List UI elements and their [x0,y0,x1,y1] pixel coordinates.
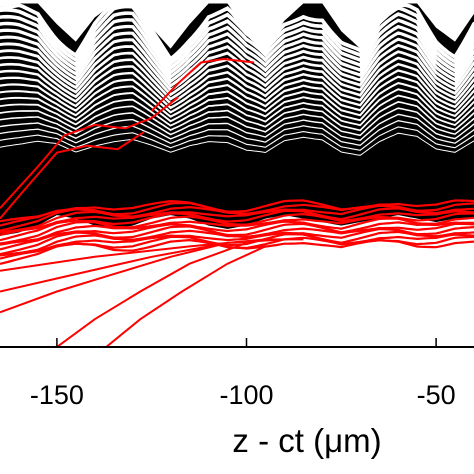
white-separator-line [0,18,474,75]
red-trajectory-diverging [0,241,228,314]
red-trajectory [0,202,474,227]
red-trajectory [0,207,474,234]
white-separator-line [0,113,474,142]
red-trajectory [0,199,474,223]
white-separator-line [0,69,474,110]
white-separator-line [0,120,474,146]
x-axis-title: z - ct (μm) [232,422,381,459]
red-trajectory [0,235,474,260]
black-trajectory-band [0,3,474,236]
red-trajectory [0,212,474,236]
white-separator-line [0,94,474,127]
white-separator-line [0,24,474,80]
red-trajectory [0,209,474,234]
white-separator-line [0,82,474,118]
white-separator-line [0,56,474,101]
white-separator-line [0,101,474,132]
white-separator-line [0,50,474,97]
white-separator-line [0,88,474,123]
red-trajectory-escaping [0,96,179,209]
red-trajectory [0,233,474,257]
red-trajectory [0,220,474,245]
white-separator-line [0,132,474,156]
white-separator-line [0,11,474,71]
white-separator-line [0,31,474,84]
red-trajectory [0,222,474,246]
white-separator-line [0,107,474,137]
red-trajectory [0,230,474,257]
x-axis-ticks: -150 -100 -50 [30,338,456,410]
red-trajectory-diverging [0,238,285,293]
white-separator-line [0,37,474,88]
red-trajectory-escaping [0,131,145,220]
red-trajectory-escaping [150,57,255,112]
red-trajectory-diverging [56,241,247,347]
white-separator-line [0,62,474,105]
data-layer [0,3,474,347]
x-tick-label: -100 [219,380,273,410]
red-trajectory-diverging [105,245,266,347]
white-separator-line [0,75,474,114]
white-separator-line [0,4,474,67]
x-tick-label: -150 [30,380,84,410]
white-separator-line [0,126,474,151]
x-tick-label: -50 [417,380,456,410]
